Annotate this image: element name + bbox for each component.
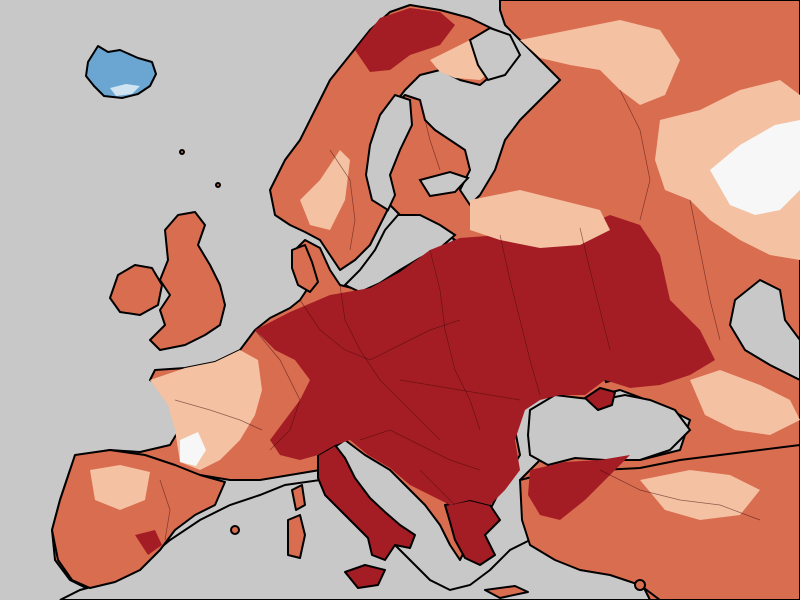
corsica [291, 484, 306, 511]
caspian-sea [728, 278, 800, 382]
great-britain [149, 211, 226, 351]
anatolia-dark-zone [528, 455, 630, 520]
sardinia [287, 514, 306, 559]
baltic-sea [343, 214, 457, 294]
caucasus-light-zone [690, 370, 800, 435]
shetland-islands [215, 182, 221, 188]
russia-light-zone-north [520, 20, 680, 105]
crimea [584, 387, 616, 411]
sicily [344, 564, 386, 589]
scandinavia-light-zone [300, 150, 350, 230]
gulf-of-bothnia [364, 93, 414, 212]
balearic-islands [230, 525, 240, 535]
iceland-light-zone [110, 84, 140, 96]
italian-peninsula [317, 444, 416, 561]
central-europe-dark-zone [255, 215, 715, 505]
france-light-zone [150, 350, 262, 470]
country-borders [159, 89, 761, 541]
white-sea [468, 26, 522, 82]
iberia-dark-spot [135, 530, 162, 555]
ireland [109, 264, 163, 316]
denmark [291, 244, 319, 293]
iberia-light-zone [90, 465, 150, 510]
faroe-islands [179, 149, 185, 155]
russia-neutral-zone [710, 120, 800, 215]
cyprus [634, 579, 646, 591]
russia-light-zone-center [470, 190, 610, 248]
anatolia-light-zone [640, 470, 760, 520]
france-neutral-zone [180, 432, 206, 466]
iceland [85, 45, 157, 99]
greece [444, 499, 501, 566]
crete [484, 585, 529, 599]
scandinavia-dark-north [355, 8, 455, 72]
gulf-of-finland [418, 170, 470, 198]
